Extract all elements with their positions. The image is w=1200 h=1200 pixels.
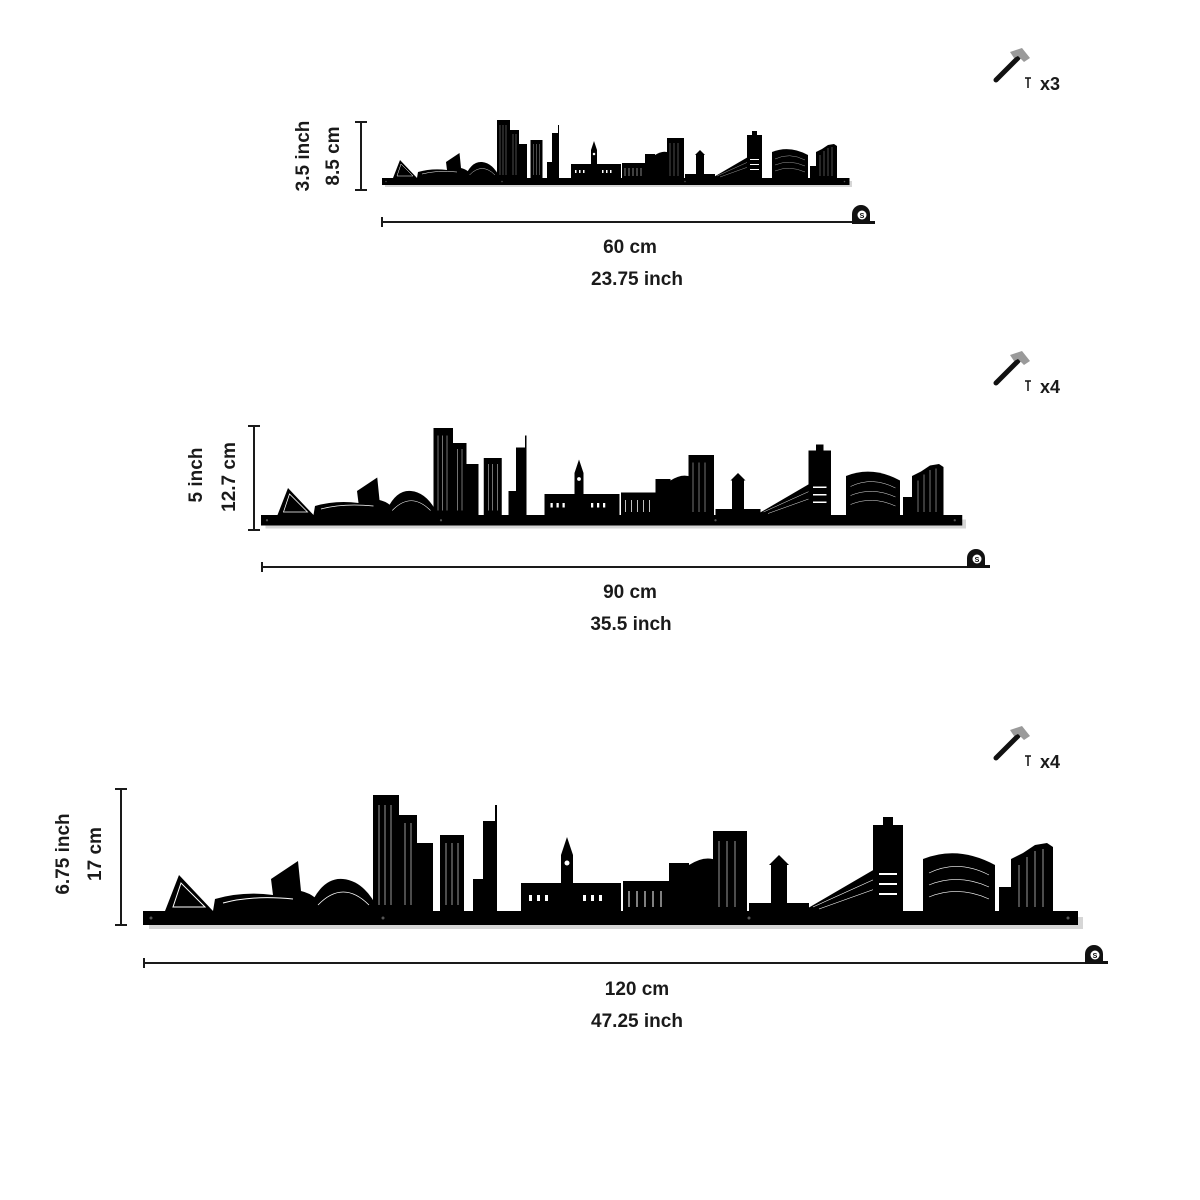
width-cm-label: 120 cm	[604, 979, 670, 1000]
height-cm-label: 17 cm	[85, 827, 106, 881]
height-inch-label: 6.75 inch	[53, 813, 74, 895]
width-cm-label: 90 cm	[603, 582, 657, 603]
nail-count: x4	[1040, 377, 1061, 397]
hammer-nail-icon	[993, 48, 1031, 88]
width-inch-label: 35.5 inch	[590, 614, 672, 635]
svg-text:S: S	[975, 557, 980, 564]
width-inch-label: 23.75 inch	[591, 269, 683, 290]
width-inch-label: 47.25 inch	[591, 1011, 683, 1032]
hammer-nail-icon	[993, 351, 1031, 391]
width-cm-label: 60 cm	[603, 237, 657, 258]
tape-measure-icon: S	[852, 205, 875, 224]
hammer-nail-icon	[993, 726, 1031, 766]
tape-measure-icon: S	[967, 549, 990, 568]
svg-text:S: S	[860, 213, 865, 220]
nail-count: x4	[1040, 752, 1061, 772]
skyline-shape	[142, 794, 1084, 930]
nail-count: x3	[1040, 74, 1061, 94]
tape-measure-icon: S	[1085, 945, 1108, 964]
svg-text:S: S	[1093, 953, 1098, 960]
